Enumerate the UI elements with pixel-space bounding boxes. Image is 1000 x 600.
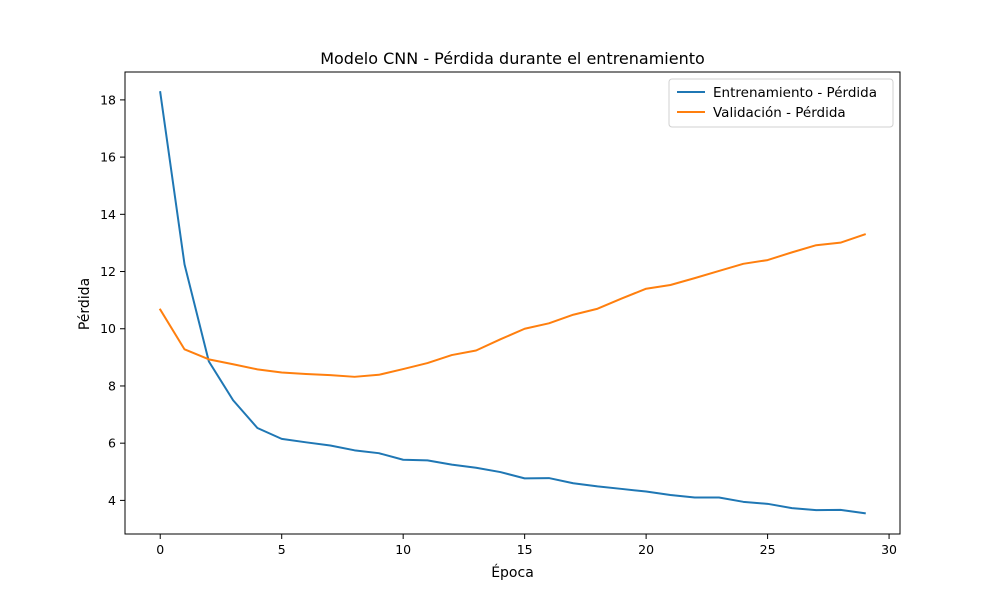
- x-tick-label: 10: [395, 542, 411, 557]
- y-tick-label: 4: [108, 493, 116, 508]
- y-tick-label: 6: [108, 436, 116, 451]
- series-line-2: [158, 233, 867, 378]
- x-tick-label: 20: [638, 542, 654, 557]
- legend: Entrenamiento - Pérdida Validación - Pérd…: [668, 78, 894, 128]
- plot-layer: 0 5 10 15 20 25 30 4 6 8 10 12 14 16 18: [100, 71, 901, 557]
- y-tick-label: 8: [108, 378, 116, 393]
- x-tick-label: 0: [156, 542, 164, 557]
- x-tick-label: 30: [881, 542, 897, 557]
- y-tick-label: 10: [100, 321, 116, 336]
- legend-box: [668, 78, 894, 128]
- y-tick-label: 12: [100, 264, 116, 279]
- y-tick-label: 18: [100, 92, 116, 107]
- x-tick-label: 15: [517, 542, 533, 557]
- legend-label-1: Entrenamiento - Pérdida: [713, 85, 877, 101]
- y-tick-label: 14: [100, 207, 116, 222]
- y-axis-label: Pérdida: [77, 278, 93, 330]
- series-line-1: [159, 91, 866, 515]
- x-tick-label: 25: [760, 542, 776, 557]
- x-tick-label: 5: [278, 542, 286, 557]
- chart-title: Modelo CNN - Pérdida durante el entrenam…: [320, 49, 705, 68]
- legend-label-2: Validación - Pérdida: [713, 105, 846, 121]
- y-tick-label: 16: [100, 150, 116, 165]
- plot-frame: [124, 71, 901, 535]
- x-axis-label: Época: [491, 564, 534, 581]
